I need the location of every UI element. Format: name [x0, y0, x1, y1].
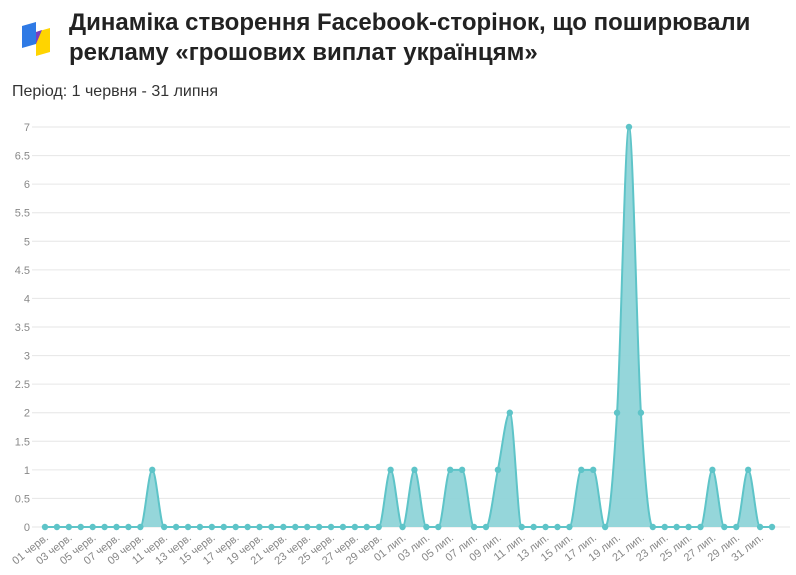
data-point — [470, 523, 478, 531]
data-point — [208, 523, 216, 531]
data-point — [256, 523, 263, 531]
data-point — [458, 466, 466, 474]
y-tick-label: 4.5 — [15, 265, 30, 277]
data-point — [232, 523, 239, 531]
data-point — [733, 523, 740, 531]
data-point — [65, 523, 73, 531]
data-point — [244, 523, 251, 531]
data-point — [482, 523, 490, 531]
data-point — [625, 123, 633, 131]
y-tick-label: 2 — [24, 408, 30, 420]
y-tick-label: 6.5 — [15, 151, 30, 163]
data-point — [768, 523, 776, 531]
data-point — [673, 523, 680, 531]
data-point — [137, 523, 144, 531]
data-point — [721, 523, 728, 531]
data-point — [315, 523, 323, 531]
data-point — [149, 466, 156, 474]
data-point — [101, 523, 108, 531]
logo-blue-shape — [22, 22, 36, 48]
data-point — [375, 523, 382, 531]
data-point — [756, 523, 764, 531]
y-tick-label: 5.5 — [15, 208, 30, 220]
data-point — [303, 523, 311, 531]
data-point — [125, 523, 132, 531]
data-point — [661, 523, 668, 531]
data-point — [77, 523, 84, 531]
y-tick-label: 5 — [24, 236, 30, 248]
data-point — [685, 523, 692, 531]
data-point — [435, 523, 442, 531]
series-area — [45, 127, 772, 527]
data-point — [172, 523, 180, 531]
y-tick-label: 0 — [24, 522, 30, 534]
data-point — [649, 523, 657, 531]
chart-subtitle: Період: 1 червня - 31 липня — [12, 83, 218, 100]
data-point — [339, 523, 347, 531]
data-point — [554, 523, 561, 531]
y-tick-label: 7 — [24, 122, 30, 134]
data-point — [566, 523, 573, 531]
y-tick-label: 3 — [24, 351, 30, 363]
data-point — [196, 523, 204, 531]
y-tick-label: 0.5 — [15, 493, 30, 505]
y-tick-label: 2.5 — [15, 379, 30, 391]
data-point — [637, 409, 645, 416]
data-point — [387, 466, 394, 474]
logo-icon — [22, 22, 50, 56]
data-point — [220, 523, 227, 531]
y-tick-label: 1.5 — [15, 436, 30, 448]
data-point — [613, 409, 621, 416]
data-point — [506, 409, 514, 416]
data-point — [744, 466, 752, 474]
data-point — [590, 466, 597, 474]
data-point — [160, 523, 168, 531]
y-tick-label: 4 — [24, 293, 30, 305]
data-point — [280, 523, 287, 531]
data-point — [53, 523, 61, 531]
data-point — [292, 523, 299, 531]
data-point — [399, 523, 406, 531]
data-point — [363, 523, 370, 531]
y-tick-label: 3.5 — [15, 322, 30, 334]
data-point — [411, 466, 418, 474]
data-point — [578, 466, 585, 474]
logo-purple-shape — [36, 30, 42, 44]
data-point — [268, 523, 275, 531]
data-point — [601, 523, 609, 531]
data-point — [327, 523, 335, 531]
data-point — [542, 523, 549, 531]
data-point — [113, 523, 120, 531]
data-point — [89, 523, 96, 531]
y-tick-label: 6 — [24, 179, 30, 191]
data-point — [494, 466, 502, 474]
data-point — [518, 523, 525, 531]
data-point — [41, 523, 49, 531]
data-point — [709, 466, 716, 474]
data-point — [351, 523, 359, 531]
data-point — [184, 523, 192, 531]
y-tick-label: 1 — [24, 465, 30, 477]
chart-title: Динаміка створення Facebook-сторінок, що… — [69, 9, 751, 66]
data-point — [447, 466, 454, 474]
data-point — [530, 523, 537, 531]
data-point — [697, 523, 704, 531]
data-point — [423, 523, 430, 531]
